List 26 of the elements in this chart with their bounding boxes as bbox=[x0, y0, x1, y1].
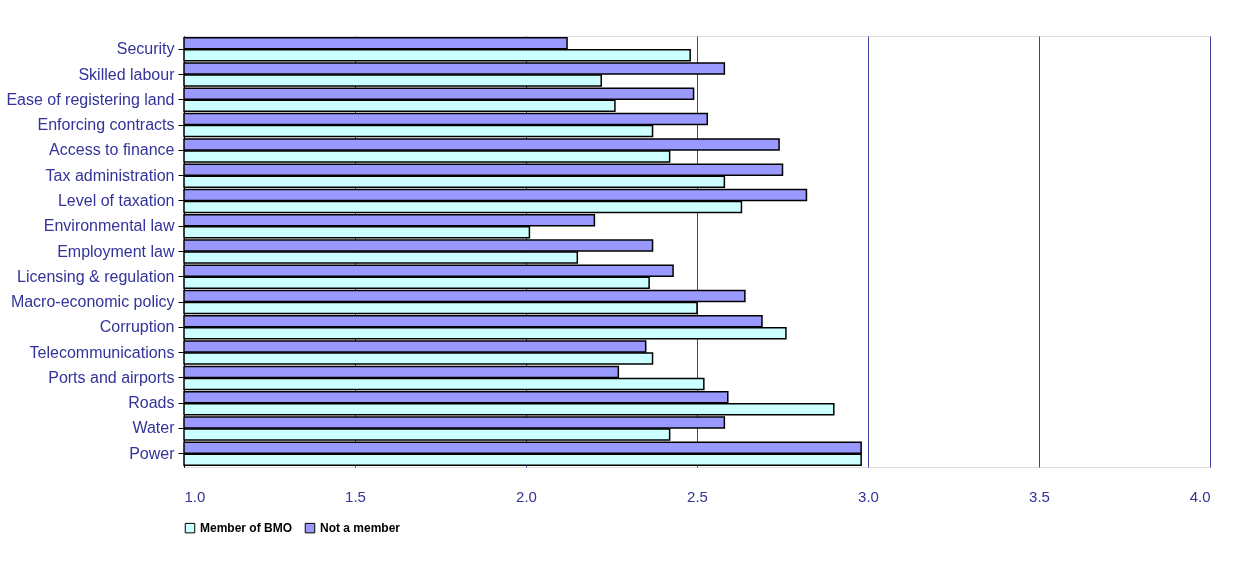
y-tick-label: Access to finance bbox=[49, 141, 175, 159]
y-tick-label: Licensing & regulation bbox=[17, 267, 175, 285]
y-tick-label: Environmental law bbox=[43, 217, 175, 235]
x-tick-label: 1.0 bbox=[184, 487, 206, 505]
legend-label: Not a member bbox=[320, 521, 401, 536]
y-tick-label: Level of taxation bbox=[57, 191, 175, 209]
y-tick-label: Roads bbox=[128, 394, 175, 412]
x-tick-label: 2.5 bbox=[687, 487, 708, 505]
x-tick-label: 1.5 bbox=[345, 487, 366, 505]
y-tick-label: Employment law bbox=[57, 242, 175, 260]
legend-label: Member of BMO bbox=[200, 521, 293, 536]
y-tick-label: Security bbox=[116, 40, 175, 58]
y-tick-label: Water bbox=[132, 419, 176, 437]
y-tick-label: Tax administration bbox=[45, 166, 175, 184]
y-tick-label: Power bbox=[129, 444, 176, 462]
y-tick-label: Macro-economic policy bbox=[10, 293, 175, 311]
y-tick-label: Skilled labour bbox=[78, 65, 176, 83]
y-tick-label: Enforcing contracts bbox=[37, 116, 175, 134]
x-tick-label: 2.0 bbox=[516, 487, 537, 505]
y-tick-label: Ports and airports bbox=[48, 368, 175, 386]
y-tick-label: Ease of registering land bbox=[6, 90, 175, 108]
y-tick-label: Telecommunications bbox=[29, 343, 175, 361]
x-tick-label: 3.0 bbox=[858, 487, 879, 505]
x-tick-label: 3.5 bbox=[1029, 487, 1050, 505]
y-tick-label: Corruption bbox=[99, 318, 175, 336]
x-tick-label: 4.0 bbox=[1189, 487, 1211, 505]
